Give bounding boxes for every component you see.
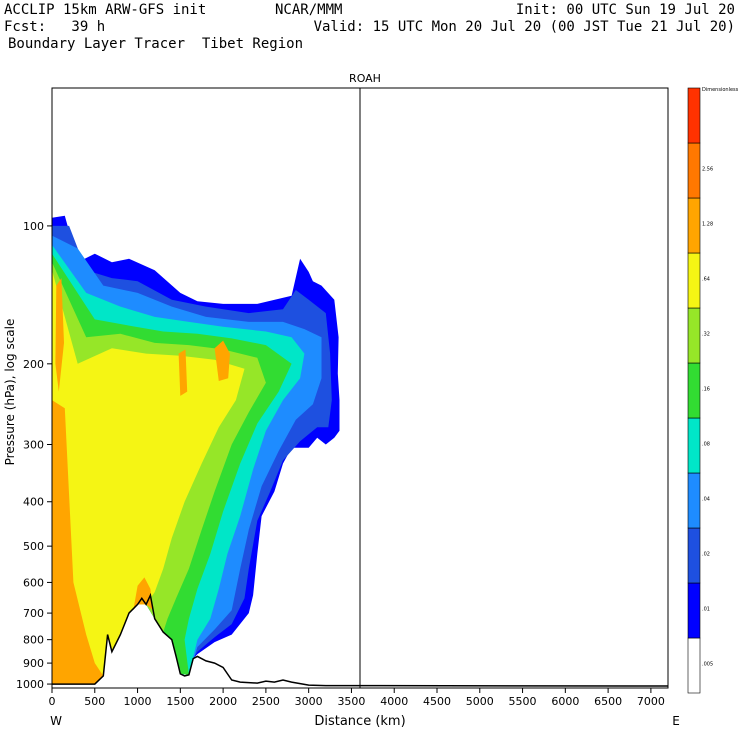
header-line1-mid: NCAR/MMM [275,2,343,18]
colorbar-swatch [687,417,701,474]
colorbar-label: 2.56 [702,167,713,173]
header-line2-left: Fcst: 39 h [4,19,106,35]
y-tick-label: 300 [23,439,44,452]
colorbar-swatch [687,87,701,144]
tracer-field [52,215,340,685]
x-tick-label: 1000 [124,695,152,708]
colorbar-swatch [687,582,701,639]
x-axis-label: Distance (km) [314,714,405,729]
y-axis: 100 200 300 400 500 600 700 800 900 1000 [16,220,52,691]
y-tick-label: 700 [23,607,44,620]
colorbar-label: .01 [702,607,710,613]
left-end-label: W [50,714,62,728]
x-tick-label: 1500 [166,695,194,708]
x-tick-label: 4000 [380,695,408,708]
colorbar-swatch [687,527,701,584]
colorbar-label: .02 [702,552,710,558]
header-line3-left: Boundary Layer Tracer Tibet Region [8,36,304,52]
x-tick-label: 7000 [637,695,665,708]
colorbar-label: 1.28 [702,222,713,228]
colorbar-label: .08 [702,442,710,448]
x-tick-label: 2500 [252,695,280,708]
x-tick-label: 2000 [209,695,237,708]
chart-title: ROAH [349,72,381,85]
tracer-band-9 [214,340,230,381]
y-tick-label: 100 [23,220,44,233]
tracer-band-8 [133,577,153,611]
colorbar-label: .04 [702,497,710,503]
colorbar-label: .32 [702,332,710,338]
y-tick-label: 500 [23,540,44,553]
colorbar-label: .64 [702,277,710,283]
header-line1-left: ACCLIP 15km ARW-GFS init [4,2,207,18]
y-tick-label: 400 [23,496,44,509]
y-axis-label: Pressure (hPa), log scale [3,319,17,466]
x-axis: 0 500 1000 1500 2000 2500 3000 3500 4000 4500 5000… [49,688,665,708]
colorbar-swatch [687,307,701,364]
header-line1-right: Init: 00 UTC Sun 19 Jul 20 [515,2,735,18]
tracer-band-10 [55,278,64,392]
tracer-band-6 [52,270,245,685]
colorbar: .005 .01 .02 .04 .08 .16 .32 .64 1.28 2.56 Dimensi… [687,87,739,694]
colorbar-label: .16 [702,387,710,393]
x-tick-label: 6500 [594,695,622,708]
colorbar-swatch [687,142,701,199]
x-tick-label: 3500 [337,695,365,708]
plot-frame [51,87,669,689]
colorbar-swatch [687,637,701,694]
y-tick-label: 900 [23,657,44,670]
x-tick-label: 500 [84,695,105,708]
x-tick-label: 5000 [466,695,494,708]
colorbar-label: .005 [702,662,713,668]
x-tick-label: 3000 [295,695,323,708]
y-tick-label: 1000 [16,678,44,691]
colorbar-swatch [687,252,701,309]
header-line2-right: Valid: 15 UTC Mon 20 Jul 20 (00 JST Tue … [313,19,735,35]
terrain-profile [52,592,669,687]
colorbar-swatch [687,362,701,419]
tracer-band-7 [52,400,104,685]
x-tick-label: 0 [49,695,56,708]
colorbar-swatch [687,197,701,254]
right-end-label: E [672,714,680,728]
y-tick-label: 800 [23,634,44,647]
x-tick-label: 4500 [423,695,451,708]
tracer-band-11 [178,349,188,396]
x-tick-label: 5500 [509,695,537,708]
colorbar-label: Dimensionless [702,87,739,93]
x-tick-label: 6000 [551,695,579,708]
y-tick-label: 200 [23,358,44,371]
colorbar-swatch [687,472,701,529]
y-tick-label: 600 [23,576,44,589]
